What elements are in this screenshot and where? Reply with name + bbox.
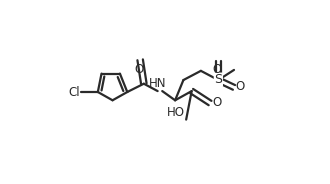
Text: HN: HN (149, 77, 166, 90)
Text: O: O (212, 96, 221, 109)
Text: O: O (213, 63, 222, 77)
Text: S: S (214, 73, 222, 86)
Text: O: O (135, 63, 144, 76)
Text: Cl: Cl (69, 86, 81, 98)
Text: HO: HO (167, 106, 185, 119)
Text: O: O (236, 80, 245, 93)
